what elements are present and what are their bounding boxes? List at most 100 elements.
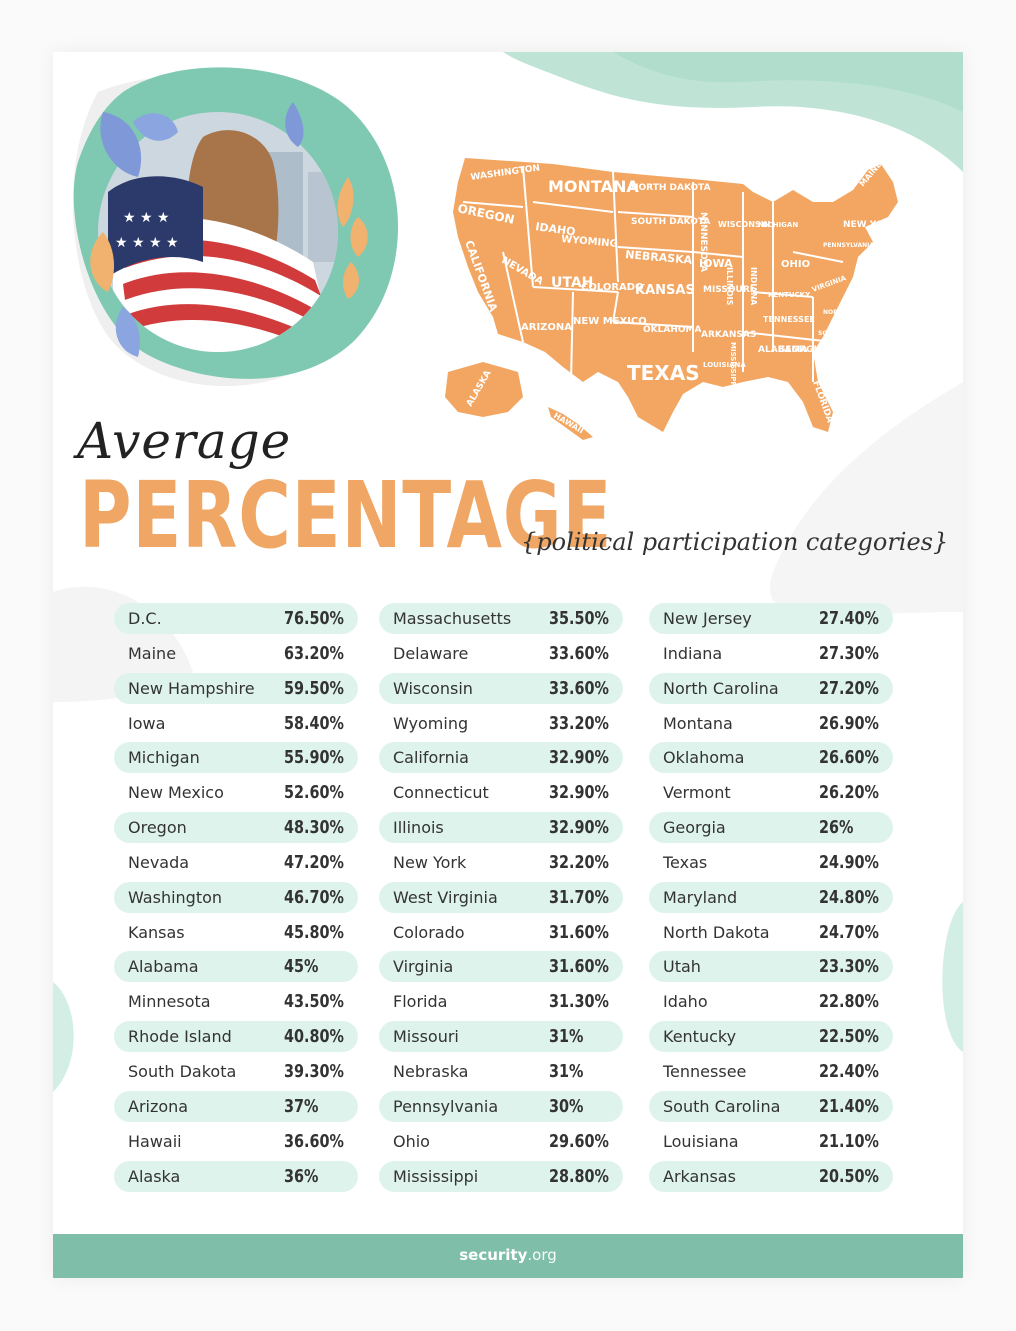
state-percentage: 20.50% <box>819 1165 879 1187</box>
state-name: Wisconsin <box>393 678 473 698</box>
map-state-label: LOUISIANA <box>703 361 746 369</box>
state-name: Colorado <box>393 922 465 942</box>
map-state-label: ARIZONA <box>521 322 572 333</box>
state-percentage: 32.90% <box>549 747 609 769</box>
state-percentage: 31.60% <box>549 956 609 978</box>
state-row: Georgia 26% <box>649 812 893 844</box>
title-average: Average <box>77 412 292 470</box>
map-state-label: KENTUCKY <box>768 291 811 299</box>
state-row: Illinois 32.90% <box>379 812 623 844</box>
map-state-label: UTAH <box>551 275 593 291</box>
state-name: New Jersey <box>663 609 752 628</box>
state-name: Washington <box>128 887 223 907</box>
map-state-label: WYOMING <box>561 234 618 250</box>
state-percentage: 26% <box>819 817 854 839</box>
map-state-label: IDAHO <box>535 220 577 238</box>
state-name: Texas <box>663 852 708 872</box>
state-percentage: 26.20% <box>819 782 879 804</box>
state-name: Hawaii <box>128 1131 182 1151</box>
state-percentage: 48.30% <box>284 817 344 839</box>
state-row: Maryland 24.80% <box>649 881 893 913</box>
state-name: Ohio <box>393 1131 430 1151</box>
state-row: Texas 24.90% <box>649 847 893 878</box>
state-percentage: 59.50% <box>284 677 344 699</box>
map-state-label: SOUTH CAROLINA <box>818 330 878 337</box>
state-row: West Virginia 31.70% <box>379 881 623 913</box>
map-state-label: ALABAMA <box>758 345 807 355</box>
state-name: Kansas <box>128 922 185 942</box>
state-row: Hawaii 36.60% <box>114 1126 358 1157</box>
brand-logo[interactable]: security.org <box>53 1246 963 1264</box>
state-percentage: 27.20% <box>819 677 879 699</box>
state-percentage: 45% <box>284 956 319 978</box>
map-state-label: SOUTH DAKOTA <box>631 217 710 227</box>
state-row: Tennessee 22.40% <box>649 1056 893 1087</box>
state-percentage: 30% <box>549 1095 584 1117</box>
state-percentage: 58.40% <box>284 712 344 734</box>
state-name: West Virginia <box>393 887 498 907</box>
state-row: Missouri 31% <box>379 1021 623 1053</box>
state-row: Massachusetts 35.50% <box>379 603 623 634</box>
state-row: Delaware 33.60% <box>379 638 623 669</box>
state-row: Wyoming 33.20% <box>379 708 623 739</box>
map-state-label: NORTH CAROLINA <box>823 309 884 316</box>
left-side-wave <box>53 982 74 1092</box>
state-name: Arkansas <box>663 1166 736 1186</box>
ranking-column-2: Massachusetts 35.50% Delaware 33.60% Wiscons… <box>379 603 623 1195</box>
map-state-label: MISSOURI <box>703 285 753 295</box>
state-percentage: 35.50% <box>549 608 609 629</box>
usa-map <box>445 158 898 440</box>
brand-bold: security <box>459 1246 528 1264</box>
state-name: New Hampshire <box>128 678 255 698</box>
state-row: California 32.90% <box>379 742 623 774</box>
map-state-label: ILLINOIS <box>725 267 734 306</box>
state-percentage: 63.20% <box>284 642 344 664</box>
state-name: Iowa <box>128 713 166 733</box>
right-grey-shape <box>769 382 963 616</box>
state-name: Montana <box>663 713 733 733</box>
state-row: New York 32.20% <box>379 847 623 878</box>
map-state-label: HAWAII <box>552 411 585 435</box>
state-percentage: 33.20% <box>549 712 609 734</box>
state-name: Nebraska <box>393 1061 469 1081</box>
state-percentage: 32.20% <box>549 851 609 873</box>
state-percentage: 45.80% <box>284 921 344 943</box>
state-row: Connecticut 32.90% <box>379 777 623 808</box>
state-percentage: 31% <box>549 1060 584 1082</box>
state-row: Arkansas 20.50% <box>649 1160 893 1192</box>
map-state-label: ARKANSAS <box>701 330 756 340</box>
state-name: Maryland <box>663 887 738 907</box>
state-name: South Carolina <box>663 1096 781 1116</box>
state-percentage: 36% <box>284 1165 319 1187</box>
map-state-label: OKLAHOMA <box>643 325 701 335</box>
state-percentage: 32.90% <box>549 817 609 839</box>
state-percentage: 31.70% <box>549 886 609 908</box>
state-name: Delaware <box>393 643 469 663</box>
state-name: Alabama <box>128 957 199 977</box>
state-row: D.C. 76.50% <box>114 603 358 634</box>
state-name: California <box>393 748 469 768</box>
state-percentage: 27.40% <box>819 608 879 629</box>
map-state-label: PENNSYLVANIA <box>823 242 874 249</box>
state-percentage: 32.90% <box>549 782 609 804</box>
map-labels: WASHINGTONOREGONIDAHOMONTANAWYOMINGNORTH… <box>456 160 898 435</box>
state-row: Pennsylvania 30% <box>379 1090 623 1122</box>
state-name: Minnesota <box>128 992 211 1012</box>
map-state-label: OHIO <box>781 259 810 270</box>
map-state-label: MONTANA <box>548 177 639 196</box>
state-name: Oregon <box>128 818 187 838</box>
state-row: Montana 26.90% <box>649 708 893 739</box>
state-name: Maine <box>128 643 177 663</box>
map-state-label: INDIANA <box>749 267 758 306</box>
state-name: Mississippi <box>393 1166 479 1186</box>
state-percentage: 26.90% <box>819 712 879 734</box>
state-name: New York <box>393 852 467 872</box>
state-name: Missouri <box>393 1027 459 1047</box>
state-percentage: 24.90% <box>819 851 879 873</box>
infographic-card: ★ ★ ★ ★ ★ ★ ★ WASHINGTO <box>53 52 963 1278</box>
state-name: Nevada <box>128 852 190 872</box>
state-percentage: 26.60% <box>819 747 879 769</box>
state-percentage: 40.80% <box>284 1026 344 1048</box>
state-name: Vermont <box>663 783 731 803</box>
state-percentage: 22.50% <box>819 1026 879 1048</box>
